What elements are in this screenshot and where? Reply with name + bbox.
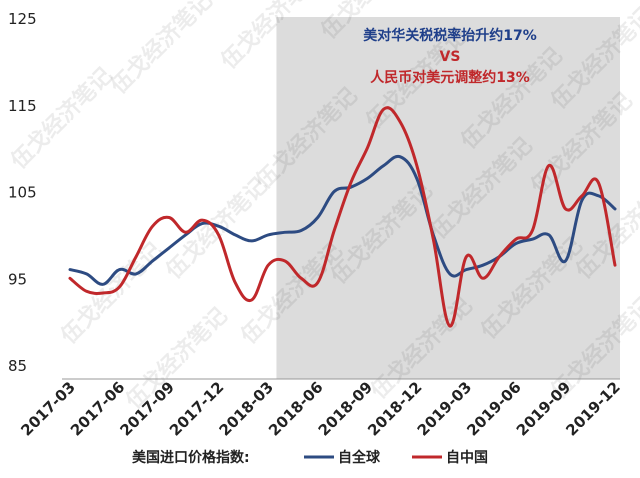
legend-title: 美国进口价格指数:: [132, 449, 250, 466]
legend-label-china: 自中国: [446, 449, 488, 466]
y-tick-label: 115: [8, 97, 37, 115]
legend: 美国进口价格指数: 自全球 自中国: [132, 449, 488, 466]
watermark-text: 伍戈经济笔记: [5, 63, 117, 175]
series-line-china: [68, 106, 617, 328]
y-tick-label: 85: [8, 357, 27, 375]
annotation-line-2: VS: [440, 49, 461, 65]
y-tick-label: 105: [8, 184, 37, 202]
annotation: 美对华关税税率抬升约17% VS 人民币对美元调整约13%: [363, 27, 537, 86]
watermark-text: 伍戈经济笔记: [55, 238, 167, 350]
shaded-region: [276, 17, 620, 379]
y-axis: 125 115 105 95 85: [8, 10, 37, 375]
x-axis: 2017-032017-062017-092017-122018-032018-…: [17, 378, 623, 439]
series-line-global: [68, 154, 617, 286]
legend-label-global: 自全球: [338, 449, 381, 466]
y-tick-label: 95: [8, 270, 27, 288]
series-layer: [68, 106, 617, 328]
annotation-line-1: 美对华关税税率抬升约17%: [363, 27, 537, 44]
y-tick-label: 125: [8, 10, 37, 28]
annotation-line-3: 人民币对美元调整约13%: [370, 69, 530, 86]
watermark-text: 伍戈经济笔记: [105, 0, 217, 100]
